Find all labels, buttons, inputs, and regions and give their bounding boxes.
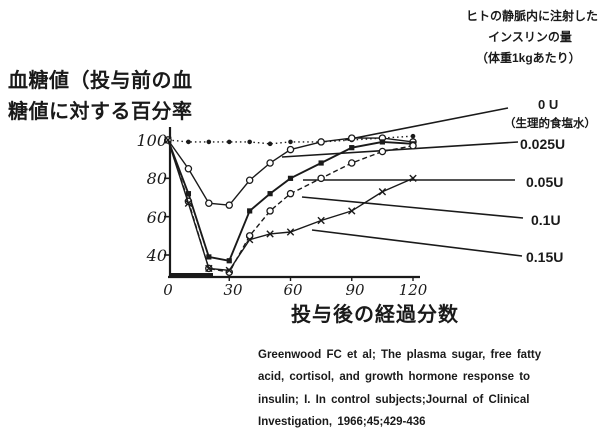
y-axis-label-line-2: 糖値に対する百分率 xyxy=(8,101,193,123)
citation-line-1: Greenwood FC et al; The plasma sugar, fr… xyxy=(258,349,542,361)
x-tick-60: 60 xyxy=(283,281,303,299)
legend-0-1u: 0.1U xyxy=(531,212,561,228)
note-line-3: （体重1kgあたり） xyxy=(476,51,581,65)
injected-insulin-note: ヒトの静脈内に注射した インスリンの量 （体重1kgあたり） xyxy=(462,6,598,69)
citation-line-3: insulin; I. In control subjects;Journal … xyxy=(258,393,530,406)
x-tick-30: 30 xyxy=(223,281,243,299)
legend-0-025u: 0.025U xyxy=(520,136,566,152)
y-axis-label-line-1: 血糖値（投与前の血 xyxy=(8,70,193,92)
legend-0u-sub: （生理的食塩水） xyxy=(504,118,596,130)
note-line-1: ヒトの静脈内に注射した xyxy=(465,9,598,23)
x-axis-title: 投与後の経過分数 xyxy=(291,304,459,326)
y-axis-label: 血糖値（投与前の血 糖値に対する百分率 xyxy=(8,66,218,128)
x-tick-0: 0 xyxy=(163,281,173,299)
y-tick-100: 100 xyxy=(136,131,167,150)
citation-line-4: Investigation, 1966;45;429-436 xyxy=(258,416,426,429)
x-tick-90: 90 xyxy=(345,281,365,299)
legend-0-15u: 0.15U xyxy=(526,249,564,265)
y-tick-60: 60 xyxy=(146,208,167,227)
note-line-2: インスリンの量 xyxy=(488,30,572,44)
legend-0u: 0 U xyxy=(538,97,559,112)
x-tick-120: 120 xyxy=(398,281,428,299)
legend-0-05u: 0.05U xyxy=(526,174,564,190)
citation: Greenwood FC et al; The plasma sugar, fr… xyxy=(258,344,558,433)
citation-line-2: acid, cortisol, and growth hormone respo… xyxy=(258,371,531,384)
y-tick-80: 80 xyxy=(146,169,167,188)
y-tick-40: 40 xyxy=(146,246,167,265)
